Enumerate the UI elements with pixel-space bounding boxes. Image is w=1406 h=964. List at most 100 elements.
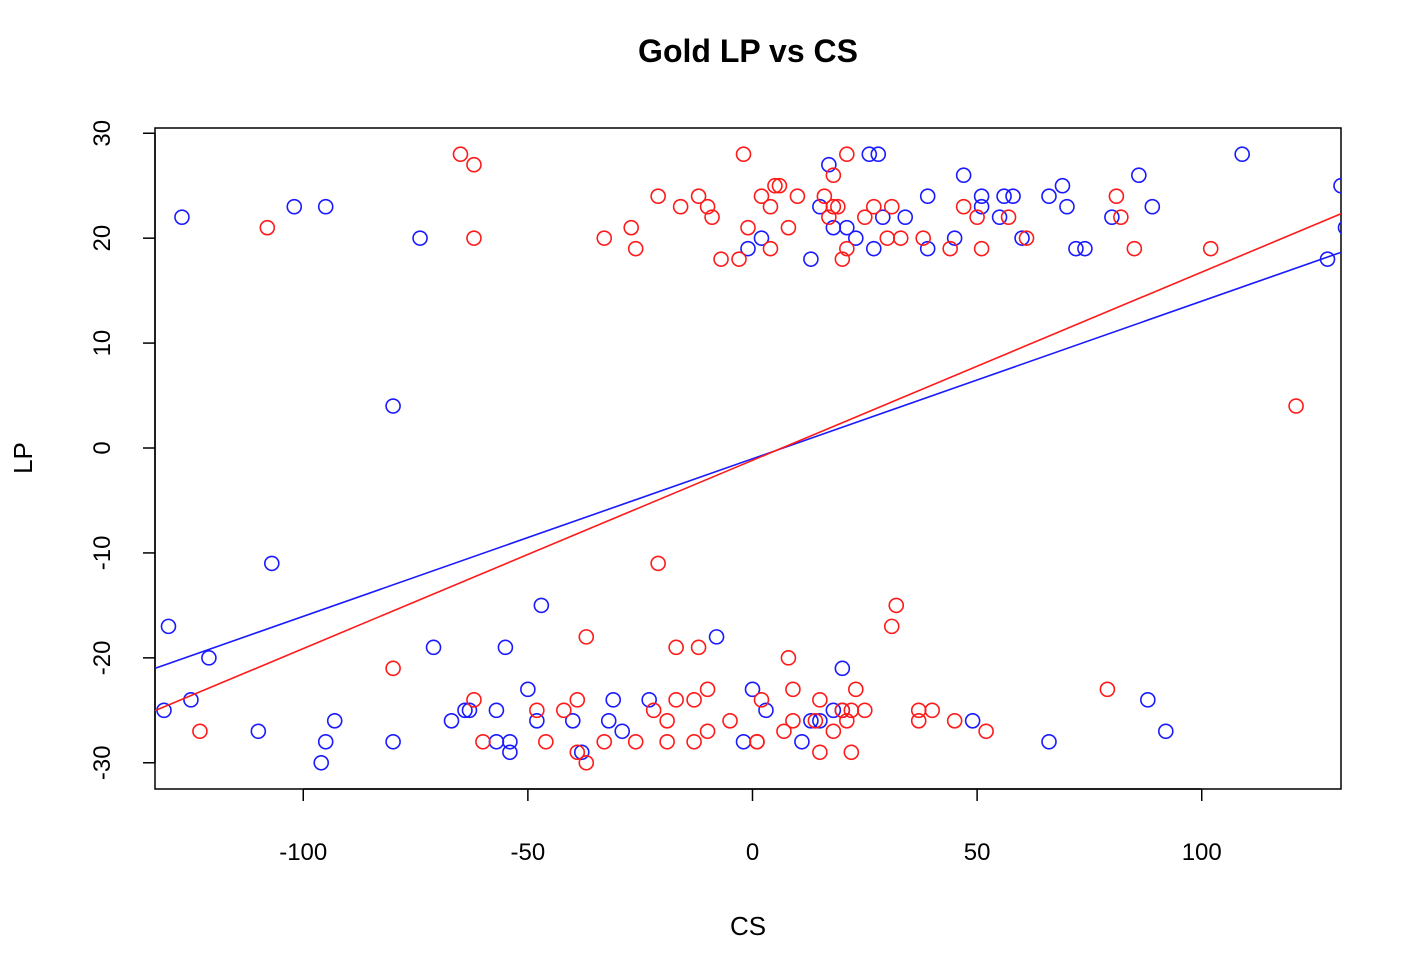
- data-point: [749, 733, 765, 750]
- regression-line: [155, 251, 1341, 670]
- data-point: [645, 702, 662, 719]
- data-point: [708, 629, 725, 645]
- data-point: [264, 555, 280, 572]
- data-point: [780, 219, 797, 236]
- data-point: [955, 198, 972, 215]
- data-point: [183, 692, 199, 708]
- data-point: [385, 398, 401, 414]
- data-point: [753, 188, 770, 204]
- data-point: [556, 702, 572, 719]
- data-point: [803, 251, 819, 267]
- data-point: [699, 681, 716, 698]
- y-axis: -30 -20 -10 0 10 20 30: [89, 120, 156, 780]
- data-point: [1054, 177, 1071, 194]
- data-point: [686, 692, 702, 708]
- data-point: [816, 188, 833, 204]
- data-point: [569, 692, 586, 708]
- data-point: [888, 597, 905, 614]
- data-point: [650, 188, 666, 204]
- data-point: [641, 692, 657, 708]
- data-point: [317, 198, 334, 215]
- data-point: [942, 240, 958, 257]
- data-point: [385, 733, 401, 750]
- data-point: [600, 713, 617, 729]
- series-2: [155, 146, 1341, 771]
- data-point: [1202, 240, 1219, 257]
- data-point: [466, 230, 482, 246]
- data-point: [1005, 188, 1021, 204]
- plot-frame: [154, 127, 1342, 790]
- data-point: [834, 251, 851, 267]
- data-point: [785, 681, 801, 698]
- data-point: [538, 733, 554, 750]
- data-point: [955, 167, 972, 184]
- data-point: [794, 733, 810, 750]
- y-tick-label: 30: [89, 120, 116, 147]
- data-point: [753, 230, 770, 246]
- data-point: [722, 713, 738, 729]
- data-point: [1126, 240, 1143, 257]
- data-point: [803, 713, 819, 729]
- data-point: [623, 219, 639, 236]
- data-point: [192, 723, 208, 740]
- data-point: [461, 702, 478, 719]
- data-point: [713, 251, 729, 267]
- data-point: [650, 555, 666, 572]
- data-point: [825, 723, 842, 740]
- series-1: [155, 146, 1341, 771]
- data-point: [627, 240, 644, 257]
- data-point: [812, 713, 828, 729]
- data-point: [317, 733, 334, 750]
- data-point: [812, 744, 828, 761]
- data-point: [668, 692, 684, 708]
- data-point: [735, 146, 752, 163]
- y-tick-label: -20: [89, 641, 116, 676]
- data-point: [848, 681, 864, 698]
- x-tick-label: 0: [746, 839, 759, 866]
- data-point: [466, 692, 482, 708]
- data-point: [659, 733, 675, 750]
- y-tick-label: 10: [89, 330, 116, 357]
- data-point: [821, 209, 837, 225]
- data-point: [443, 713, 460, 729]
- data-point: [1018, 230, 1035, 246]
- data-point: [946, 230, 963, 246]
- data-point: [744, 681, 761, 698]
- data-point: [973, 188, 990, 204]
- data-point: [452, 146, 469, 163]
- data-point: [502, 744, 518, 761]
- data-point: [466, 156, 482, 173]
- data-point: [1068, 240, 1084, 257]
- data-point: [596, 230, 613, 246]
- data-point: [201, 650, 217, 666]
- data-point: [973, 240, 990, 257]
- data-point: [825, 167, 842, 184]
- x-tick-label: 50: [964, 839, 991, 866]
- data-point: [834, 702, 851, 719]
- regression-line: [155, 213, 1341, 712]
- plot-area: [155, 146, 1341, 771]
- data-point: [1077, 240, 1093, 257]
- data-point: [174, 209, 190, 225]
- data-point: [326, 713, 343, 729]
- data-point: [843, 744, 860, 761]
- data-point: [762, 240, 779, 257]
- data-point: [830, 198, 846, 215]
- x-tick-label: 100: [1182, 839, 1222, 866]
- data-point: [160, 618, 177, 635]
- data-point: [497, 639, 514, 656]
- data-point: [1234, 146, 1250, 163]
- data-point: [964, 713, 981, 729]
- data-point: [578, 754, 595, 771]
- data-point: [699, 723, 716, 740]
- data-point: [861, 146, 878, 163]
- data-point: [735, 733, 752, 750]
- data-point: [785, 713, 801, 729]
- data-point: [1099, 681, 1116, 698]
- data-point: [286, 198, 303, 215]
- y-tick-label: 0: [89, 441, 116, 454]
- y-tick-label: -30: [89, 745, 116, 780]
- data-point: [996, 188, 1012, 204]
- data-point: [910, 713, 927, 729]
